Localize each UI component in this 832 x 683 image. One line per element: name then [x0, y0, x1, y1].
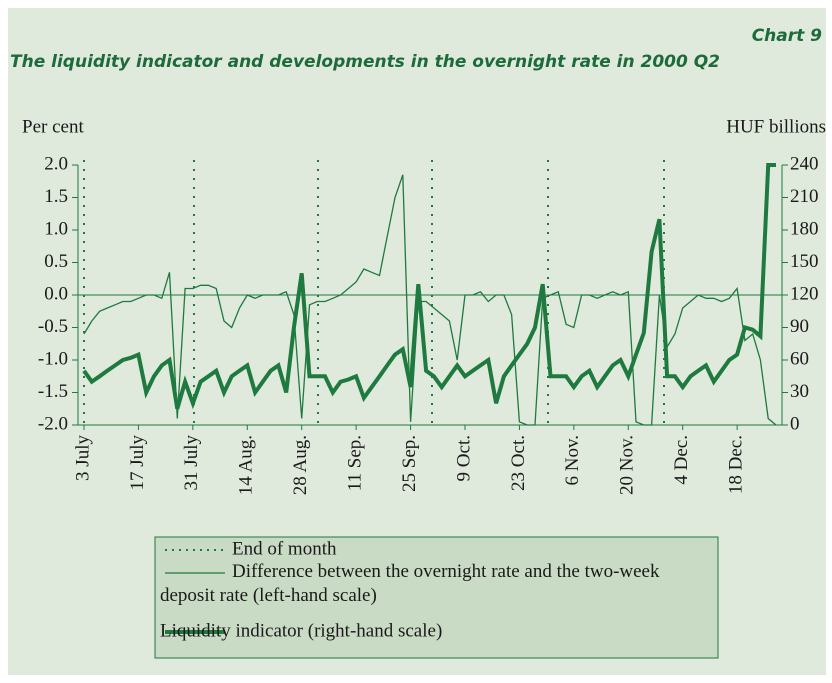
y2-tick-label: 30 [790, 381, 809, 402]
y2-tick-label: 240 [790, 153, 819, 174]
x-tick-label: 11 Sep. [344, 435, 365, 491]
y-axis-label: Per cent [22, 116, 84, 137]
x-tick-label: 6 Nov. [562, 435, 583, 486]
y2-tick-label: 120 [790, 283, 819, 304]
y-tick-label: 0.0 [44, 283, 68, 304]
y-tick-label: 0.5 [44, 251, 68, 272]
y2-tick-label: 60 [790, 348, 809, 369]
y-tick-label: -1.5 [38, 381, 68, 402]
y2-tick-label: 90 [790, 316, 809, 337]
legend-entry: End of month [232, 538, 337, 559]
x-tick-label: 28 Aug. [290, 435, 311, 495]
y2-tick-label: 0 [790, 413, 800, 434]
y-tick-label: 1.5 [44, 186, 68, 207]
y2-tick-label: 180 [790, 218, 819, 239]
x-tick-label: 20 Nov. [617, 435, 638, 495]
y-tick-label: 1.0 [44, 218, 68, 239]
x-tick-label: 25 Sep. [399, 435, 420, 492]
chart-title: The liquidity indicator and developments… [10, 52, 720, 72]
y2-tick-label: 150 [790, 251, 819, 272]
x-tick-label: 4 Dec. [671, 435, 692, 485]
x-tick-label: 18 Dec. [725, 435, 746, 494]
data-line [82, 163, 776, 410]
legend-box [154, 536, 719, 659]
x-tick-label: 14 Aug. [236, 435, 257, 495]
legend-line: deposit rate (left-hand scale) [160, 585, 377, 606]
y2-axis-label: HUF billions [726, 116, 826, 137]
x-tick-label: 3 July [72, 435, 93, 481]
x-tick-label: 31 July [181, 435, 202, 491]
y2-tick-label: 210 [790, 186, 819, 207]
chart-label: Chart 9 [752, 26, 822, 46]
legend-entry: Difference between the overnight rate an… [160, 561, 660, 606]
x-tick-label: 17 July [127, 435, 148, 491]
y-tick-label: -2.0 [38, 413, 68, 434]
y-tick-label: 2.0 [44, 153, 68, 174]
y-tick-label: -0.5 [38, 316, 68, 337]
data-line [83, 174, 777, 426]
x-tick-label: 9 Oct. [453, 435, 474, 481]
y-tick-label: -1.0 [38, 348, 68, 369]
legend-line: Difference between the overnight rate an… [232, 561, 660, 582]
x-tick-label: 23 Oct. [508, 435, 529, 491]
legend-entry: Liquidity indicator (right-hand scale) [160, 620, 442, 641]
